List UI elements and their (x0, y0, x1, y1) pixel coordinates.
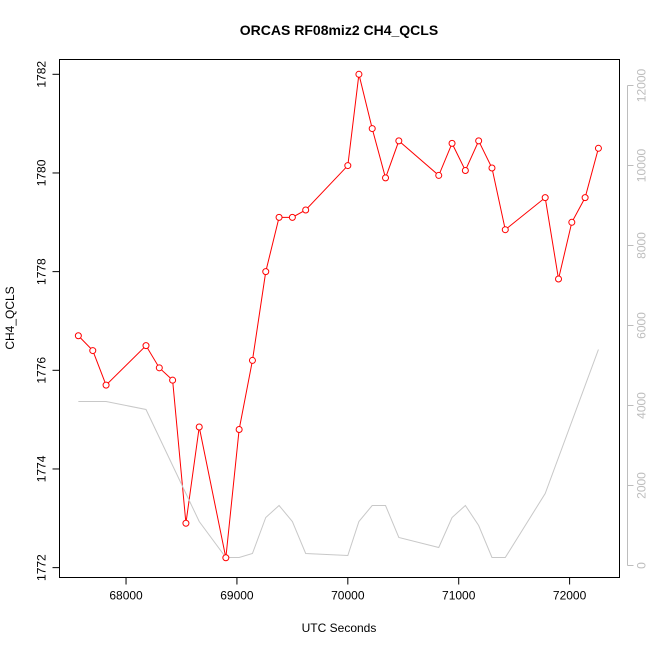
data-point (288, 213, 296, 221)
data-point (541, 194, 549, 202)
y-tick-label: 1776 (35, 357, 49, 384)
data-point (302, 206, 310, 214)
x-axis: 68000 69000 70000 71000 72000 (109, 577, 587, 603)
data-point (488, 164, 496, 172)
data-point (74, 332, 82, 340)
series-points (74, 70, 602, 562)
x-axis-label: UTC Seconds (302, 621, 377, 635)
data-point (248, 356, 256, 364)
data-point (222, 554, 230, 562)
data-point (235, 426, 243, 433)
data-point (555, 275, 563, 283)
y-tick-label: 1782 (35, 61, 49, 88)
y-axis-left: 1772 1774 1776 1778 1780 1782 (35, 61, 60, 581)
y-tick-label: 1780 (35, 159, 49, 186)
data-point (461, 167, 469, 174)
data-point (581, 194, 589, 202)
data-point (435, 171, 443, 179)
data-point (182, 519, 190, 527)
data-point (344, 162, 352, 170)
y-axis-label: CH4_QCLS (3, 286, 17, 349)
x-tick-label: 72000 (553, 589, 587, 603)
series-line-ch4-qcls (77, 74, 599, 558)
data-point (382, 174, 390, 182)
data-point (195, 423, 203, 431)
x-tick-label: 71000 (442, 589, 476, 603)
y2-tick-label: 6000 (635, 312, 649, 339)
x-tick-label: 70000 (331, 589, 365, 603)
data-point (448, 139, 456, 147)
y-tick-label: 1774 (35, 455, 49, 482)
data-point (262, 268, 270, 276)
data-point (475, 137, 483, 145)
y2-tick-label: 12000 (635, 68, 649, 102)
data-point (501, 226, 509, 234)
data-point (142, 342, 150, 350)
data-point (275, 213, 283, 221)
y2-tick-label: 8000 (635, 232, 649, 259)
data-point (102, 381, 110, 389)
y-axis-right: 0 2000 4000 6000 8000 10000 12000 (627, 68, 649, 569)
data-point (594, 144, 602, 152)
chart-title: ORCAS RF08miz2 CH4_QCLS (240, 22, 438, 38)
data-point (355, 70, 363, 78)
data-point (368, 125, 376, 133)
series-lines (77, 74, 599, 558)
y2-tick-label: 0 (635, 562, 649, 569)
series-line-right-axis (78, 349, 599, 558)
x-tick-label: 68000 (109, 589, 143, 603)
data-point (155, 364, 163, 372)
data-point (89, 347, 97, 355)
x-tick-label: 69000 (220, 589, 254, 603)
data-point (395, 137, 403, 145)
y-tick-label: 1778 (35, 258, 49, 285)
y2-tick-label: 2000 (635, 472, 649, 499)
data-point (169, 376, 177, 384)
plot-frame (59, 59, 620, 578)
y2-tick-label: 10000 (635, 148, 649, 182)
y-tick-label: 1772 (35, 554, 49, 581)
data-point (568, 218, 576, 226)
y2-tick-label: 4000 (635, 392, 649, 419)
